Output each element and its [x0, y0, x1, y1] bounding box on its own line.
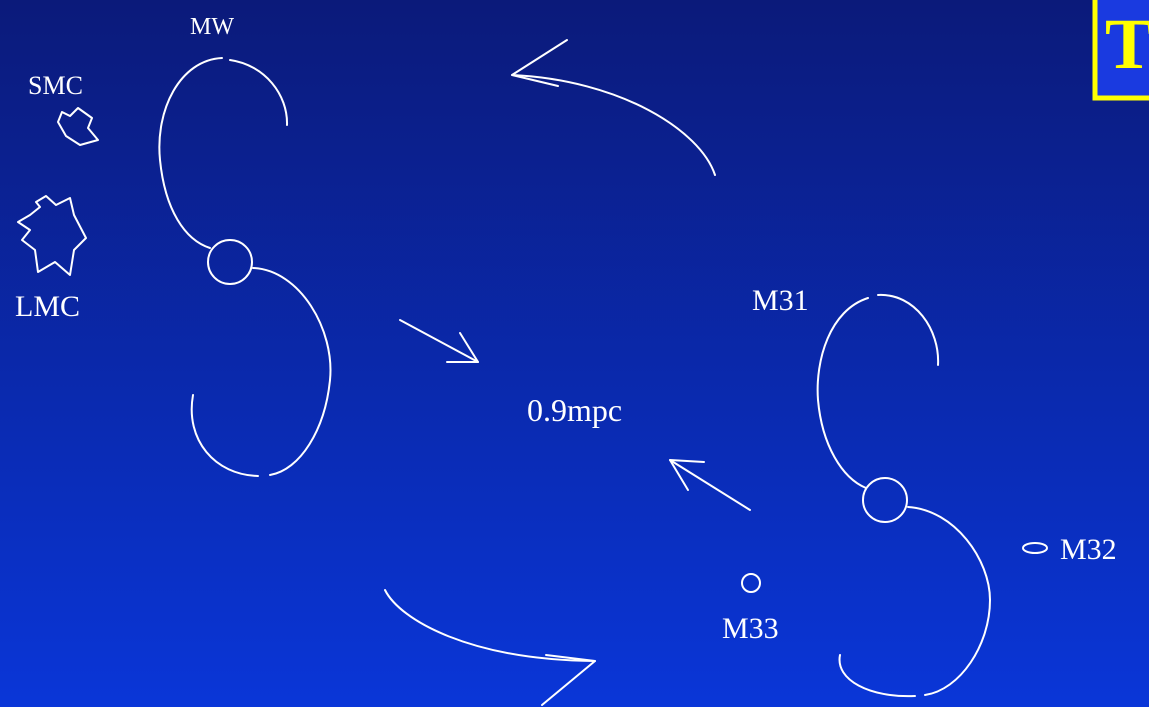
label: MW [190, 14, 234, 40]
arrowhead [446, 332, 479, 363]
arm [838, 654, 916, 698]
mw-galaxy [158, 57, 332, 477]
label: SMC [28, 71, 83, 100]
title: The [1105, 4, 1149, 84]
lmc-shape [17, 195, 87, 276]
m33-shape [741, 573, 761, 593]
m31-galaxy [816, 293, 991, 698]
arrow [511, 74, 716, 176]
arrows [384, 39, 751, 706]
arrowhead [511, 39, 568, 87]
arm [229, 59, 289, 126]
core [862, 477, 908, 523]
smc-shape [57, 107, 99, 146]
label: M33 [722, 612, 779, 645]
arm [158, 57, 223, 249]
arm [877, 293, 940, 366]
arrow [384, 589, 596, 662]
label: LMC [15, 290, 80, 323]
arrow [669, 459, 751, 511]
arrowhead [669, 459, 705, 491]
label: M31 [752, 284, 809, 317]
arrow [399, 319, 479, 363]
title-box [1092, 0, 1149, 101]
arm [252, 267, 332, 476]
core [207, 239, 253, 285]
label: 0.9mpc [527, 392, 622, 428]
arm [907, 506, 991, 696]
label: M32 [1060, 533, 1117, 566]
arm [816, 297, 869, 489]
arrowhead [541, 654, 596, 706]
arm [190, 394, 259, 477]
m32-shape [1022, 542, 1048, 554]
